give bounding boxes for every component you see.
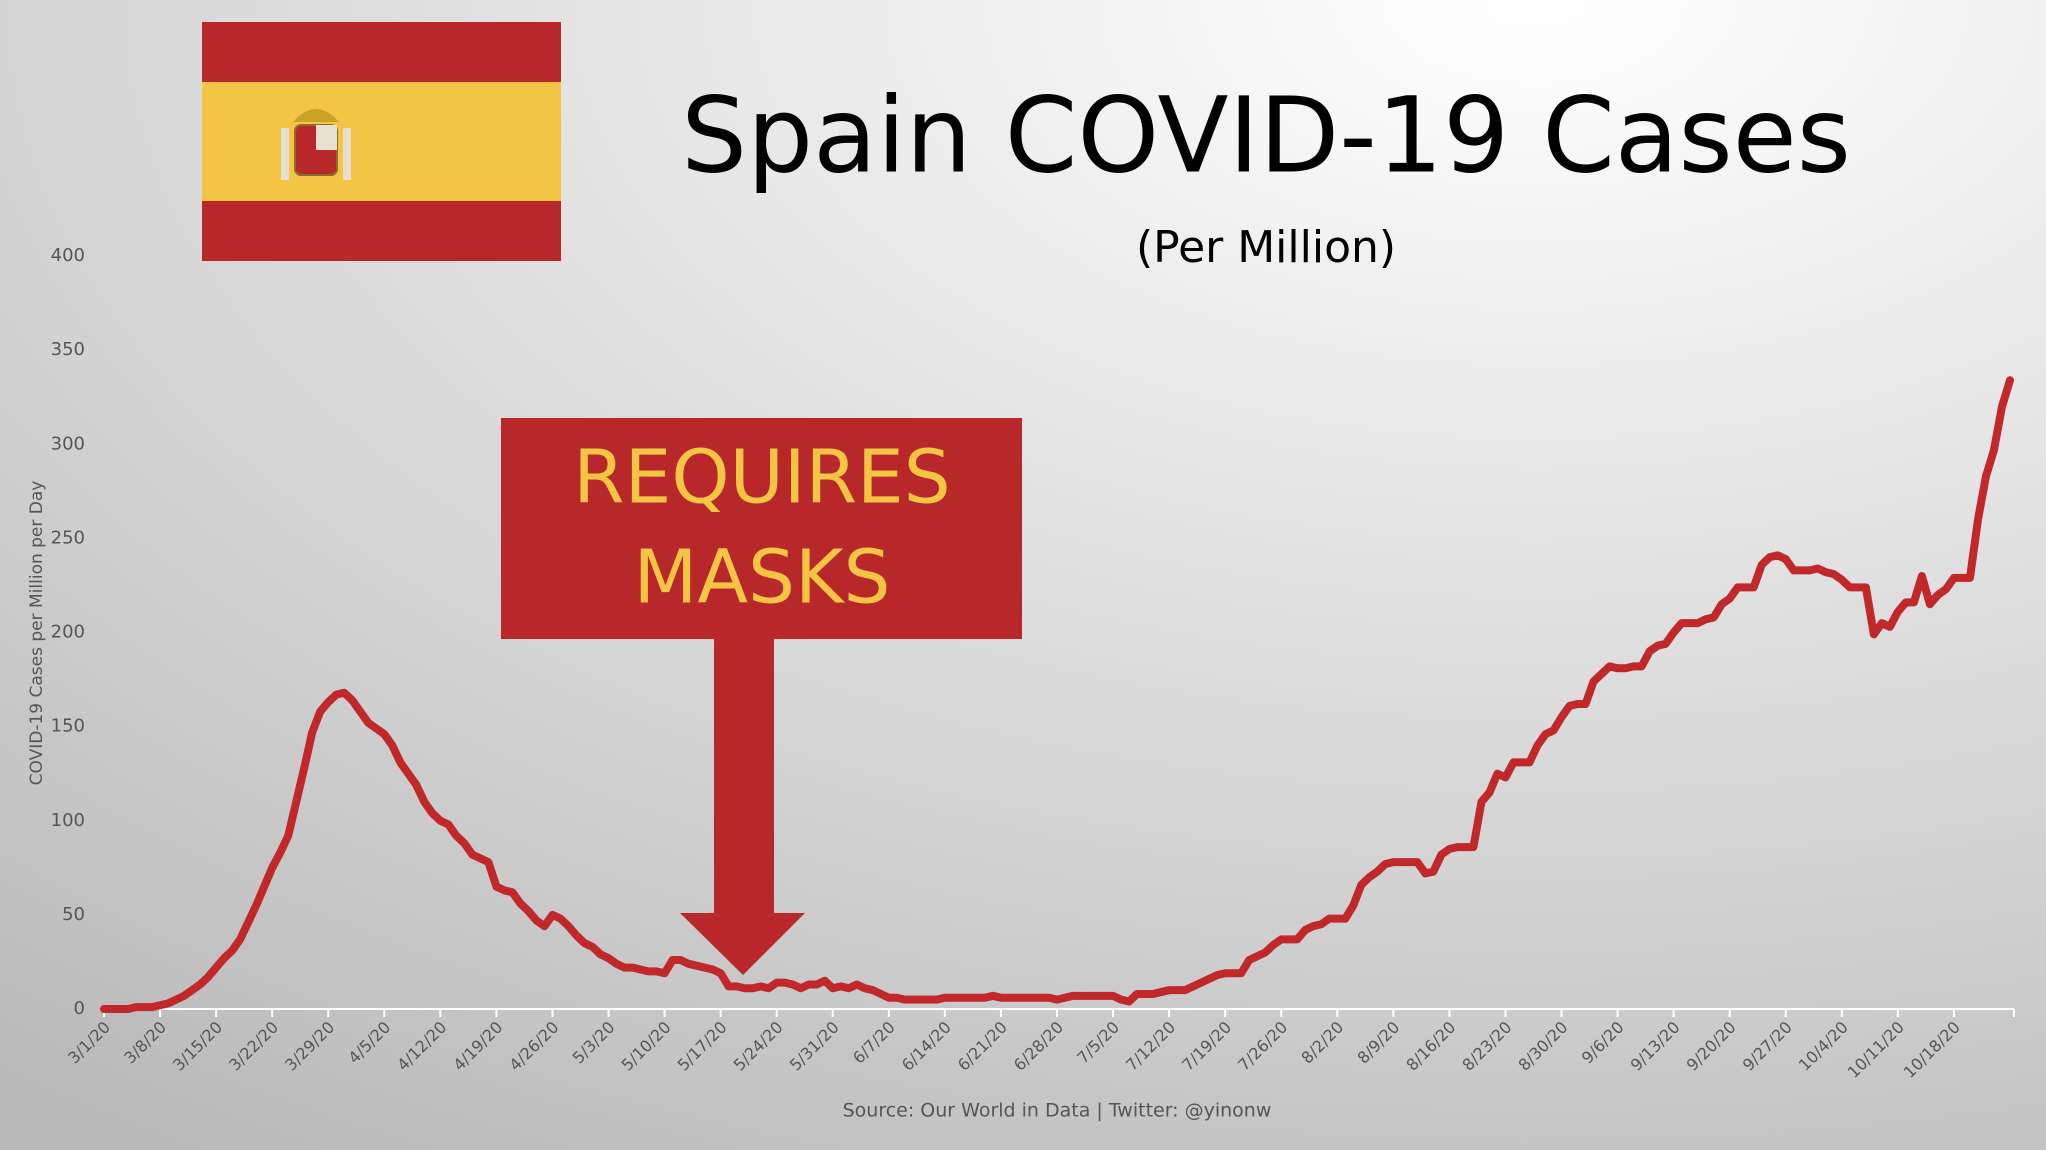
chart-subtitle: (Per Million) [1136,222,1396,273]
annotation: REQUIRES MASKS [501,418,1022,975]
annotation-arrowhead [680,913,805,975]
y-tick-label: 0 [74,998,85,1019]
y-tick-label: 250 [51,527,85,548]
chart-title: Spain COVID-19 Cases [681,74,1851,196]
annotation-box [501,418,1022,639]
y-tick-label: 400 [51,245,85,266]
annotation-text: MASKS [634,535,891,621]
annotation-text: REQUIRES [573,435,951,521]
y-tick-label: 150 [51,716,85,737]
y-axis-label: COVID-19 Cases per Million per Day [27,481,47,786]
y-tick-label: 100 [51,810,85,831]
y-tick-label: 50 [62,904,85,925]
flag [202,22,561,261]
source-note: Source: Our World in Data | Twitter: @yi… [843,1100,1272,1122]
annotation-arrow [714,639,774,913]
data-line [100,376,2014,1013]
y-tick-label: 350 [51,339,85,360]
y-tick-label: 200 [51,622,85,643]
y-tick-label: 300 [51,433,85,454]
